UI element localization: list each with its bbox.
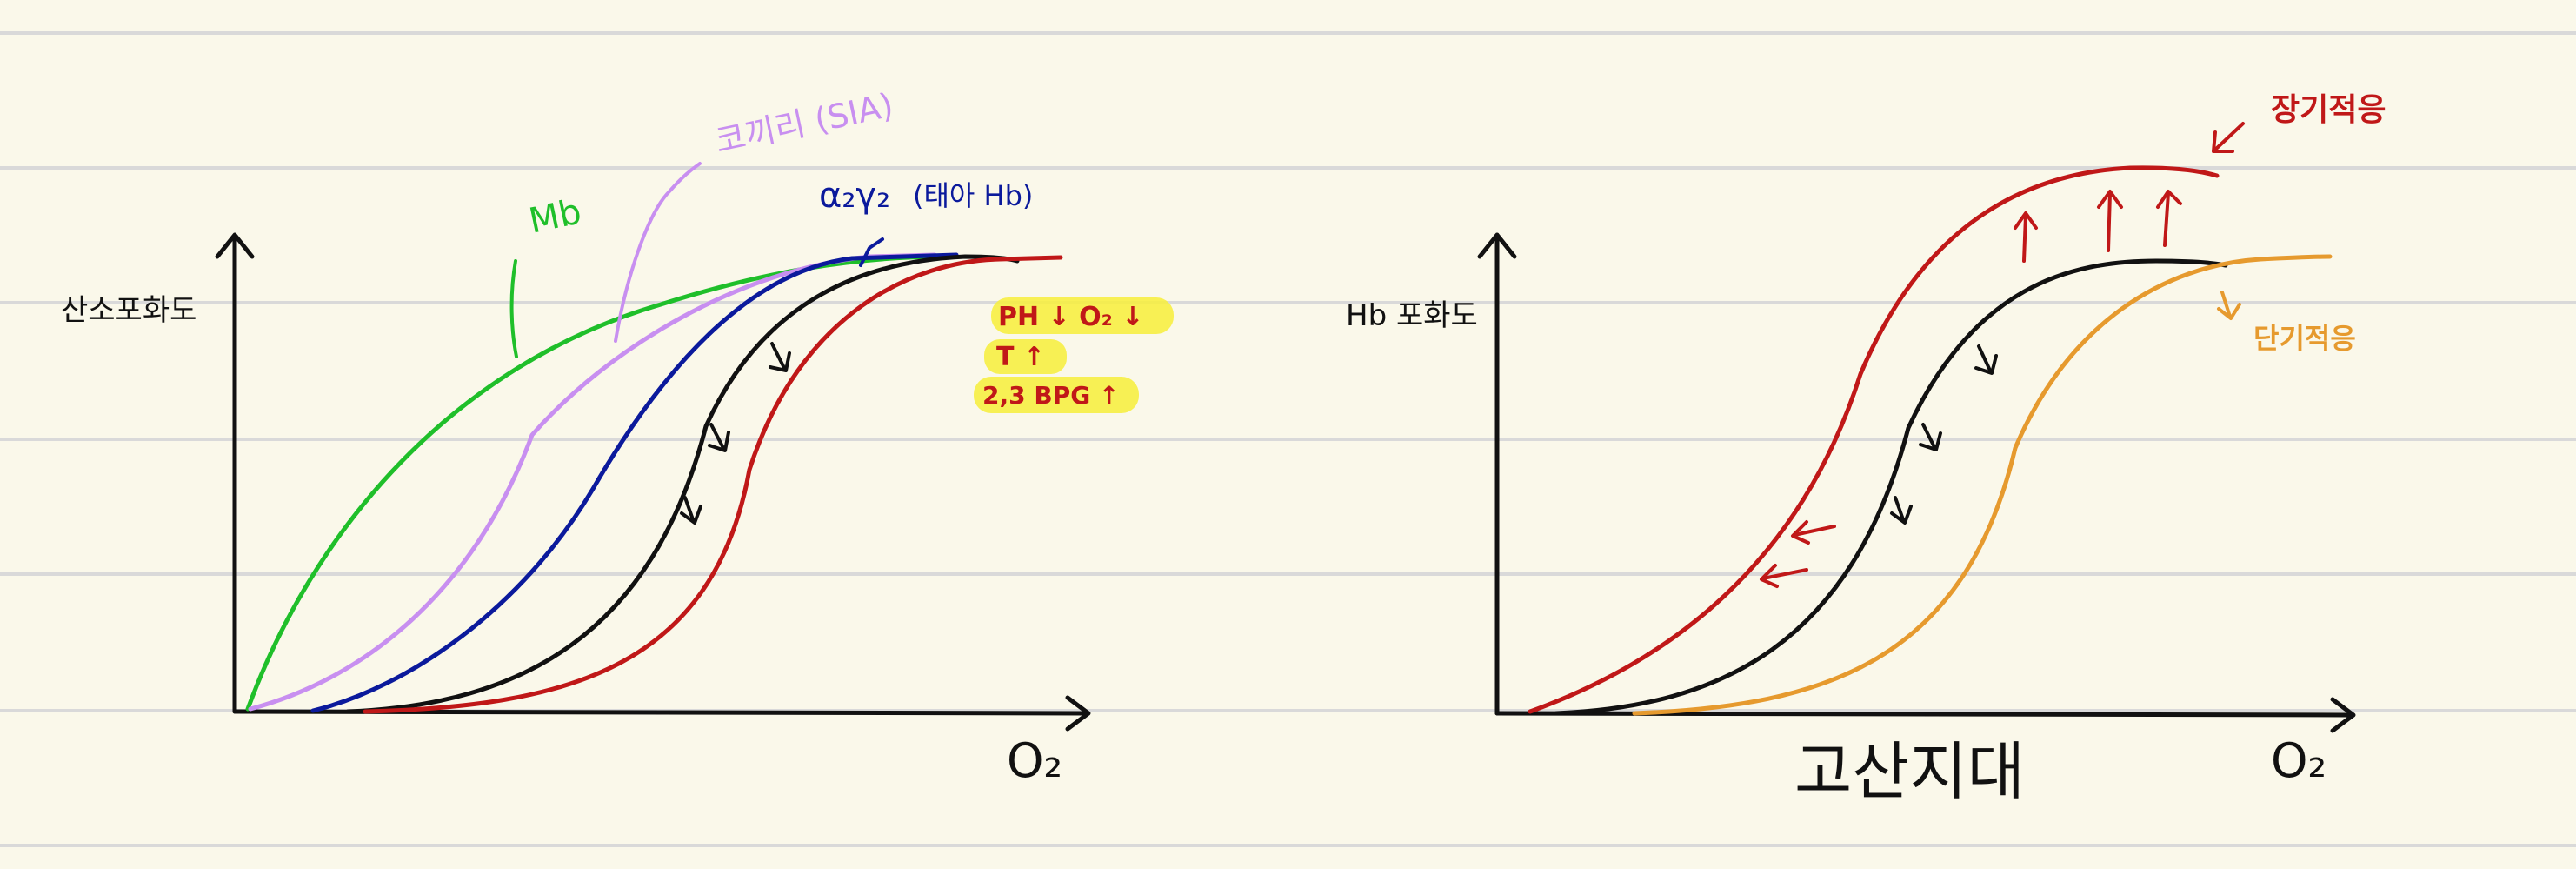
factor-highlights: [974, 297, 1174, 413]
long-term-pointer-arrow: [2212, 122, 2245, 153]
shift-arrow-icon: [680, 496, 702, 525]
altitude-title: 고산지대: [1794, 735, 2025, 808]
short-term-curve: [1632, 254, 2333, 716]
shift-arrow-icon: [1919, 423, 1942, 451]
ruled-lines: [0, 31, 2576, 847]
shift-arrow-icon: [769, 342, 791, 372]
up-arrow-icon: [2097, 190, 2123, 252]
right-x-axis-arrowhead: [2330, 697, 2356, 733]
right-y-axis-label: Hb 포화도: [1346, 298, 1478, 333]
right-y-axis-arrowhead: [1477, 232, 1517, 259]
elephant-label: 코끼리 (SIA): [712, 86, 897, 161]
left-oxygen-dissociation-diagram: [215, 162, 1091, 732]
short-term-pointer-arrow: [2217, 291, 2241, 320]
factor-temperature: T ↑: [996, 342, 1045, 372]
long-term-curve: [1528, 165, 2220, 714]
left-arrow-icon: [1760, 564, 1808, 588]
fetal-hb-curve: [310, 252, 959, 713]
left-arrow-icon: [1791, 520, 1836, 545]
fetal-hb-leader-line: [859, 237, 884, 267]
fetal-hb-label-ko: (태아 Hb): [913, 179, 1033, 212]
factor-ph-o2: PH ↓ O₂ ↓: [998, 302, 1143, 332]
right-altitude-diagram: [1477, 122, 2356, 733]
up-arrow-icon: [2014, 211, 2038, 263]
left-y-axis-label: 산소포화도: [61, 293, 196, 328]
highlight-temp: [984, 339, 1067, 374]
factor-bpg: 2,3 BPG ↑: [982, 381, 1119, 410]
elephant-leader-line: [614, 162, 702, 343]
fetal-hb-label-greek: α₂γ₂: [819, 176, 890, 216]
left-y-axis-arrowhead: [215, 232, 255, 259]
elephant-curve: [248, 252, 937, 712]
mb-leader-line: [509, 259, 518, 358]
right-shifted-curve: [363, 255, 1063, 714]
highlight-ph-o2: [991, 297, 1174, 334]
mb-label: Mb: [526, 191, 585, 241]
shift-arrow-icon: [708, 423, 730, 452]
mb-curve: [245, 254, 942, 712]
right-x-axis: [1494, 711, 2354, 718]
left-x-axis-arrowhead: [1065, 695, 1091, 732]
left-x-axis-label: O₂: [1007, 733, 1062, 788]
shift-arrow-icon: [1974, 344, 1998, 375]
normal-curve: [1554, 258, 2228, 716]
short-term-label: 단기적응: [2253, 322, 2356, 355]
up-arrow-icon: [2156, 190, 2182, 247]
highlight-bpg: [974, 377, 1139, 413]
long-term-label: 장기적응: [2271, 92, 2386, 128]
right-x-axis-label: O₂: [2271, 733, 2326, 788]
adult-hb-curve: [345, 254, 1020, 714]
shift-arrow-icon: [1890, 496, 1913, 525]
